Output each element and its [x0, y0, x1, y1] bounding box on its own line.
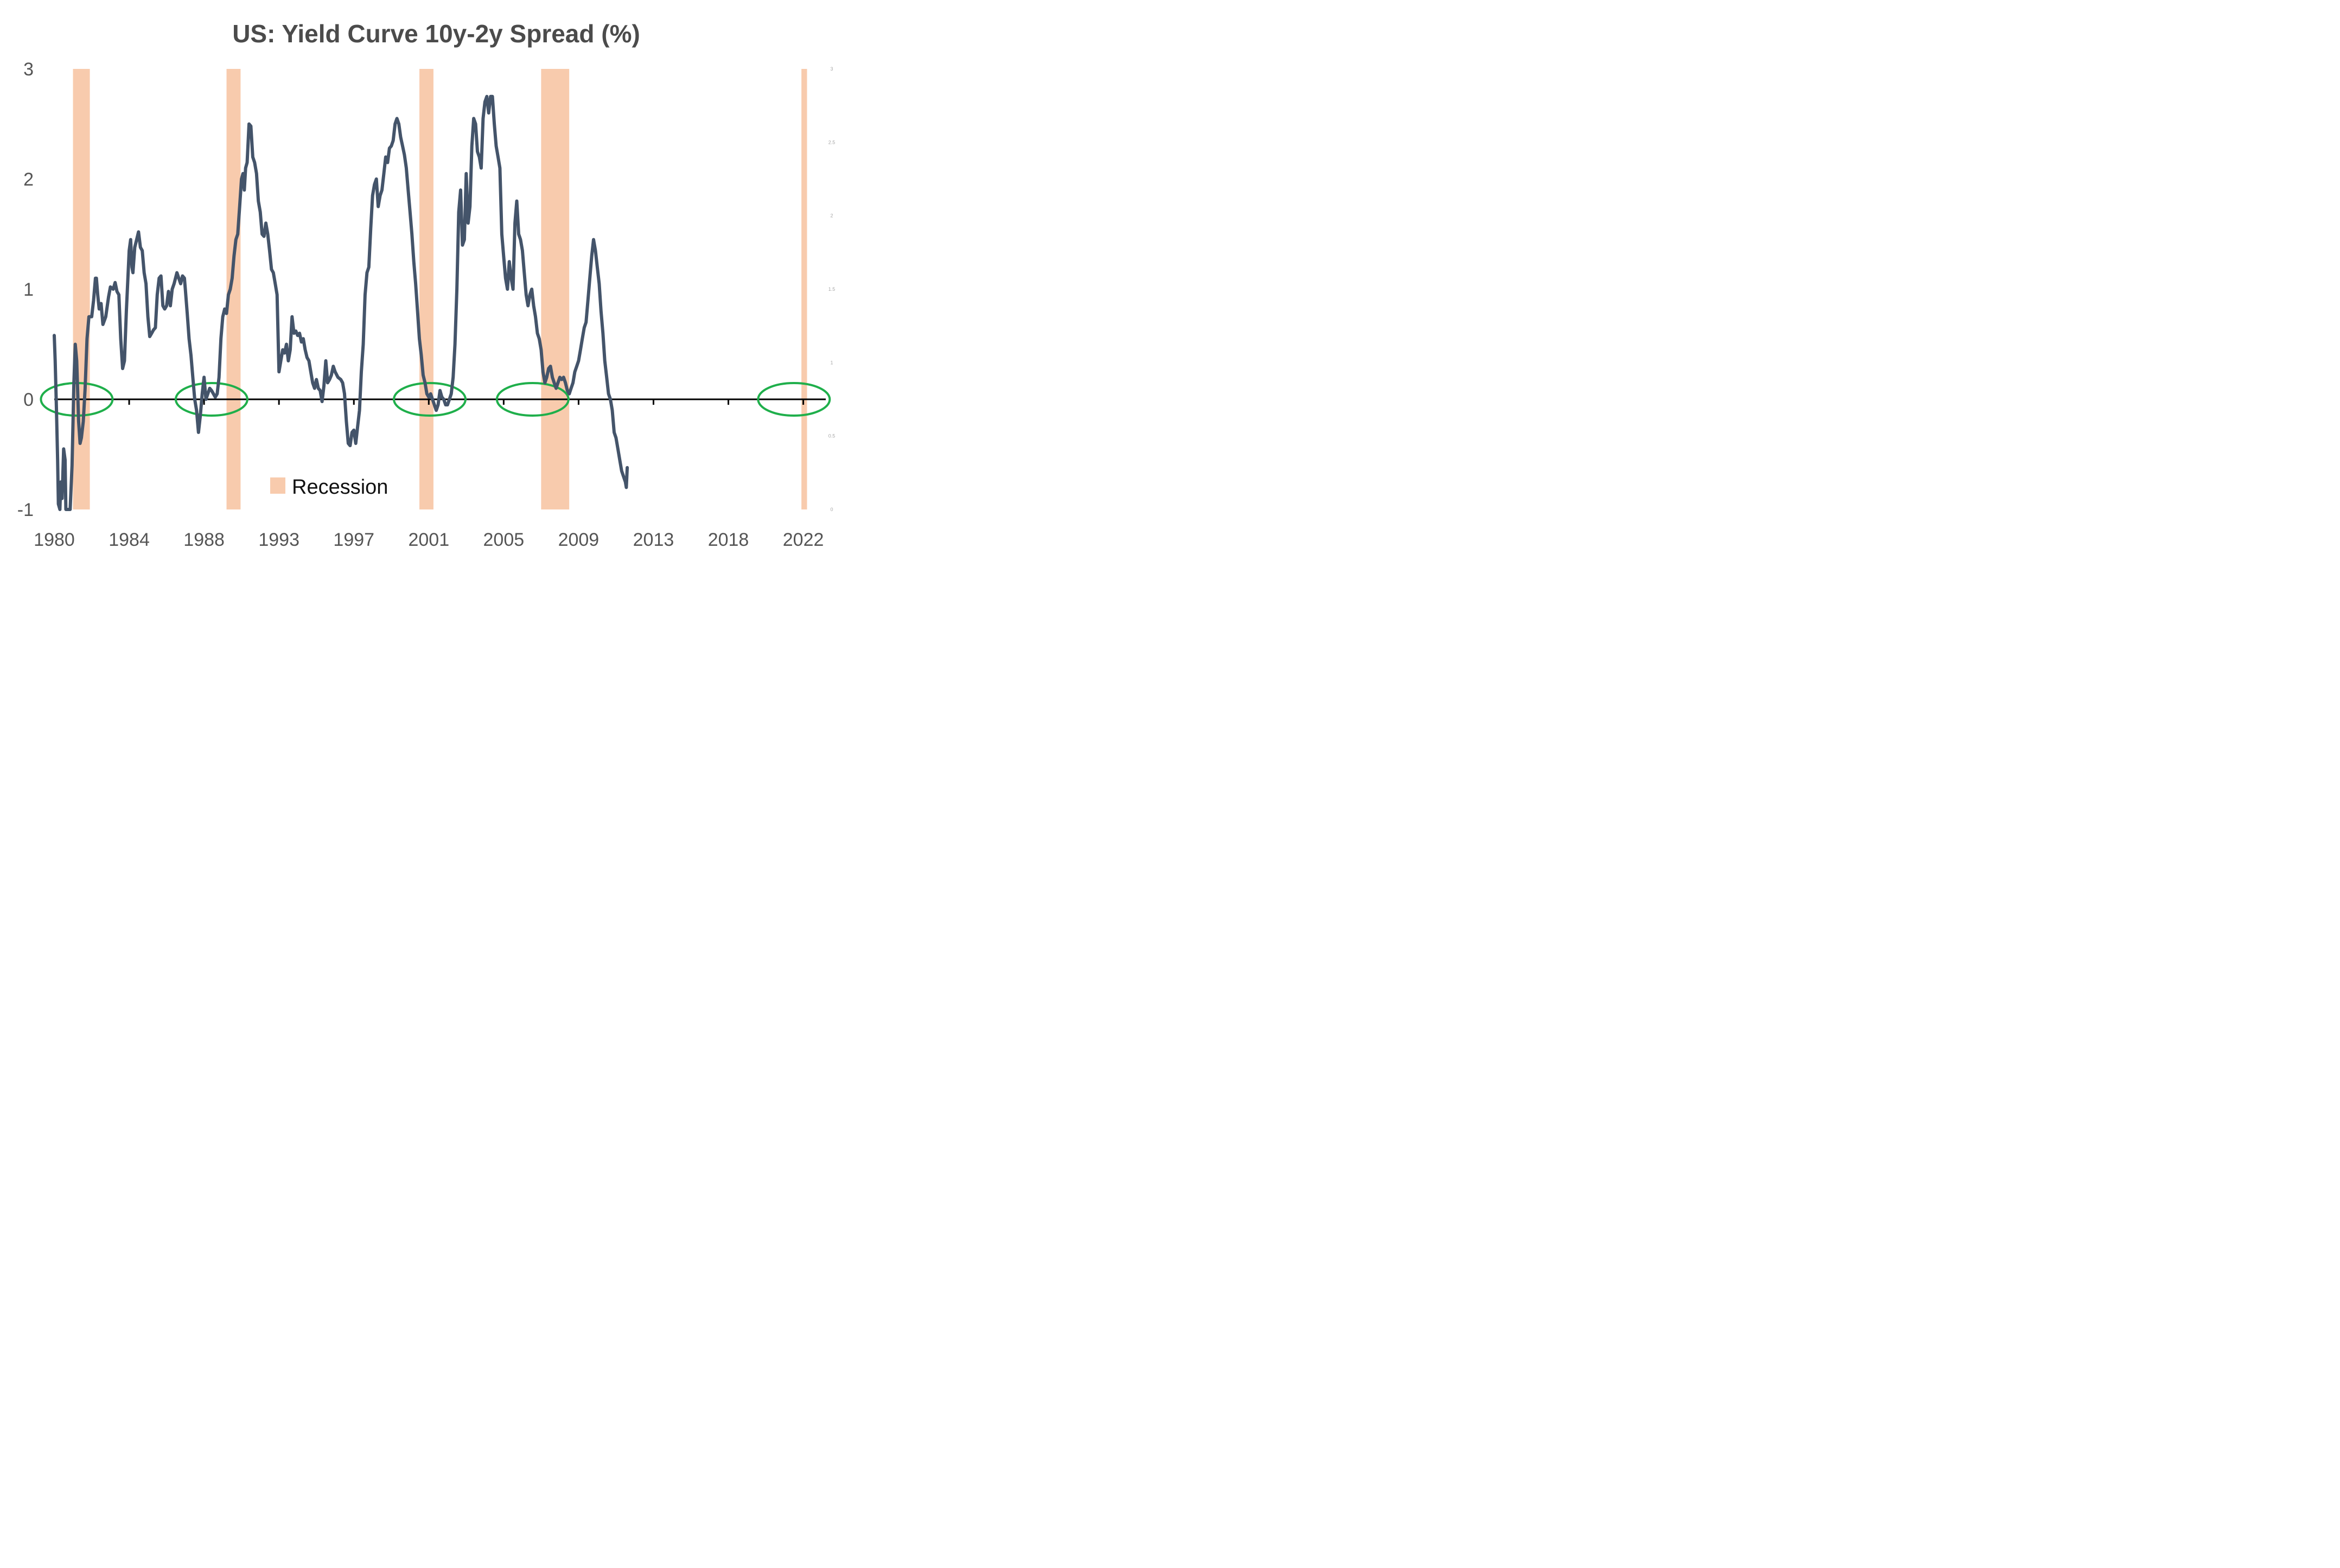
x-tick-label-2022: 2022 [783, 530, 824, 550]
x-tick-label-2005: 2005 [483, 530, 525, 550]
secondary-y-tick-label-0: 0 [830, 507, 833, 512]
x-tick-label-1980: 1980 [34, 530, 75, 550]
x-tick-label-2013: 2013 [633, 530, 674, 550]
x-tick-label-1997: 1997 [333, 530, 374, 550]
series-layer [53, 94, 629, 511]
inversion-highlight-5 [757, 382, 831, 417]
inversion-highlight-4 [495, 382, 570, 417]
inversion-highlight-3 [393, 382, 467, 417]
y-tick-label-3: 3 [23, 59, 34, 80]
secondary-y-tick-label-1.5: 1.5 [828, 286, 836, 292]
line-chart: US: Yield Curve 10y-2y Spread (%) -1 0 1 2 3… [17, 20, 835, 550]
y-tick-label-1: 1 [23, 279, 34, 300]
inversion-highlight-2 [174, 382, 248, 417]
recession-band-4 [541, 69, 570, 509]
x-tick-label-1988: 1988 [183, 530, 225, 550]
x-tick-label-2001: 2001 [408, 530, 449, 550]
x-tick-label-2018: 2018 [708, 530, 749, 550]
secondary-y-tick-label-3: 3 [830, 66, 833, 72]
recession-bands [73, 69, 807, 509]
legend: Recession [270, 476, 388, 499]
secondary-y-tick-label-2.5: 2.5 [828, 139, 836, 145]
y-tick-label-2: 2 [23, 169, 34, 190]
recession-band-5 [801, 69, 807, 509]
chart-title: US: Yield Curve 10y-2y Spread (%) [232, 20, 640, 48]
legend-swatch-recession [270, 477, 285, 494]
secondary-y-tick-label-0.5: 0.5 [828, 434, 836, 439]
y-tick-label--1: -1 [17, 500, 34, 520]
legend-label-recession: Recession [292, 476, 388, 499]
chart-container: US: Yield Curve 10y-2y Spread (%) -1 0 1 2 3… [0, 0, 850, 570]
y-tick-label-0: 0 [23, 390, 34, 410]
secondary-y-tick-label-2: 2 [830, 213, 833, 219]
x-tick-label-1993: 1993 [258, 530, 299, 550]
x-tick-label-2009: 2009 [558, 530, 600, 550]
x-tick-label-1984: 1984 [109, 530, 150, 550]
recession-band-3 [419, 69, 433, 509]
secondary-y-tick-label-1: 1 [830, 360, 833, 365]
series-line [53, 94, 629, 511]
inversion-highlights [40, 382, 831, 417]
